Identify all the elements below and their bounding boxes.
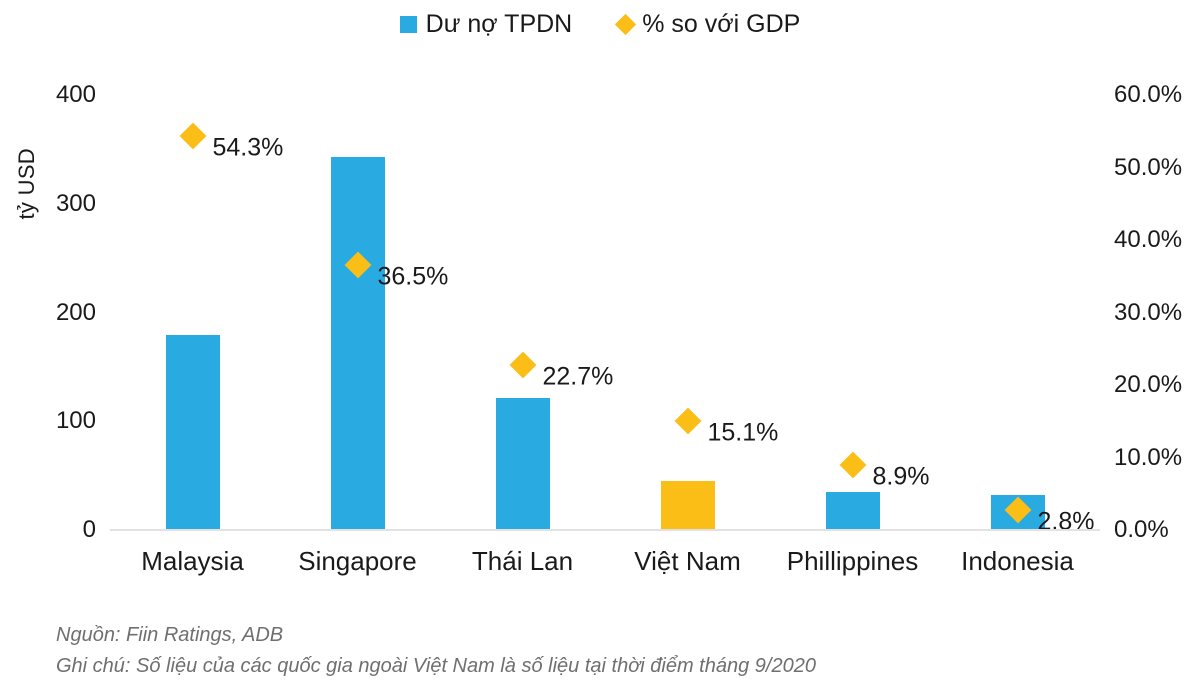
x-axis-label-việt-nam: Việt Nam	[634, 546, 741, 576]
data-point-marker[interactable]	[674, 407, 701, 434]
diamond-marker-icon	[615, 13, 637, 36]
legend-item-percent-gdp[interactable]: % so với GDP	[615, 10, 801, 38]
data-point-marker[interactable]	[179, 122, 206, 150]
bar-việt-nam[interactable]	[660, 481, 715, 530]
footer-source: Nguồn: Fiin Ratings, ADB	[56, 624, 284, 646]
y-axis-right-tick: 60.0%	[1114, 81, 1183, 108]
data-point-marker[interactable]	[509, 352, 536, 379]
y-axis-right-tick: 50.0%	[1114, 153, 1183, 181]
chart-footer: Nguồn: Fiin Ratings, ADB Ghi chú: Số liệ…	[56, 620, 816, 682]
y-axis-right-tick: 20.0%	[1114, 371, 1183, 398]
y-axis-left-tick: 0	[82, 516, 96, 543]
y-axis-left-tick: 300	[55, 189, 96, 217]
y-axis-right-tick: 30.0%	[1114, 298, 1183, 326]
y-axis-right-tick: 40.0%	[1114, 226, 1183, 253]
x-axis-label-thái-lan: Thái Lan	[471, 546, 574, 576]
x-axis-line	[110, 529, 1100, 531]
bar-malaysia[interactable]	[165, 335, 220, 530]
square-marker-icon	[399, 16, 417, 33]
plot-area: 54.3% 36.5% 22.7% 15.1% 8.9% 2.8%	[110, 95, 1100, 534]
x-axis-label-indonesia: Indonesia	[961, 546, 1074, 576]
data-point-label: 54.3%	[212, 133, 284, 162]
bar-singapore[interactable]	[330, 157, 385, 530]
data-point-label: 36.5%	[377, 262, 449, 291]
y-axis-left-tick: 400	[55, 81, 96, 108]
y-axis-left-tick: 100	[55, 407, 96, 435]
legend-label-percent-gdp: % so với GDP	[642, 10, 801, 38]
x-axis-label-malaysia: Malaysia	[141, 546, 244, 576]
data-point-marker[interactable]	[839, 452, 866, 479]
footer-note: Ghi chú: Số liệu của các quốc gia ngoài …	[56, 655, 816, 677]
data-point-label: 15.1%	[707, 418, 779, 447]
y-axis-left-tick: 200	[55, 298, 96, 326]
chart-legend: Dư nợ TPDN % so với GDP	[0, 12, 1200, 37]
legend-item-du-no-tpdn[interactable]: Dư nợ TPDN	[399, 10, 573, 38]
legend-label-du-no-tpdn: Dư nợ TPDN	[425, 10, 573, 38]
x-axis-label-singapore: Singapore	[298, 546, 417, 576]
x-axis-label-phillippines: Phillippines	[786, 546, 919, 576]
y-axis-right-tick: 0.0%	[1114, 516, 1169, 543]
y-axis-left-title: tỷ USD	[14, 148, 39, 220]
data-point-label: 8.9%	[872, 462, 930, 491]
bar-phillippines[interactable]	[825, 491, 880, 530]
bar-thái-lan[interactable]	[495, 398, 550, 530]
data-point-label: 22.7%	[542, 362, 614, 391]
y-axis-right-tick: 10.0%	[1114, 443, 1183, 471]
